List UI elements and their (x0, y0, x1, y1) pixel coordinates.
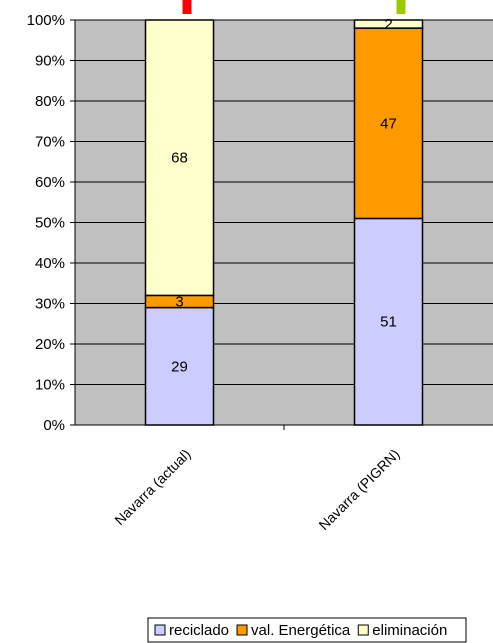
bar-segment-reciclado (144, 306, 215, 426)
legend-label: val. Energética (251, 622, 351, 639)
legend-swatch (154, 624, 166, 636)
bar-segment-eliminaci-n (144, 19, 215, 297)
y-tick-label: 10% (35, 377, 65, 394)
category-marker (182, 0, 192, 14)
legend-swatch (236, 624, 248, 636)
y-tick-label: 40% (35, 255, 65, 272)
x-category-label: Navarra (actual) (111, 446, 193, 528)
y-tick-label: 20% (35, 336, 65, 353)
x-category-label: Navarra (PIGRN) (315, 446, 402, 533)
y-tick-label: 50% (35, 215, 65, 232)
data-label: 47 (380, 115, 397, 132)
data-label: 2 (384, 16, 392, 33)
legend-box (147, 617, 467, 643)
bar-segment-val-energ-tica (353, 27, 424, 220)
legend-label: reciclado (169, 622, 229, 639)
legend-label: eliminación (372, 622, 447, 639)
top-markers (182, 0, 406, 14)
legend-swatch (357, 624, 369, 636)
category-marker (396, 0, 406, 14)
bar-segment-eliminaci-n (353, 19, 424, 29)
x-axis-categories: Navarra (actual) Navarra (PIGRN) (111, 425, 403, 533)
data-label: 29 (171, 358, 188, 375)
legend: reciclado val. Energética eliminación (147, 617, 467, 643)
y-tick-label: 60% (35, 174, 65, 191)
data-label: 51 (380, 314, 397, 331)
y-tick-label: 0% (43, 417, 65, 434)
y-tick-label: 100% (27, 12, 65, 29)
bars: 29 3 68 51 47 2 (144, 16, 424, 426)
y-tick-label: 30% (35, 296, 65, 313)
data-label: 3 (175, 293, 183, 310)
data-label: 68 (171, 150, 188, 167)
y-tick-label: 90% (35, 53, 65, 70)
bar-segment-reciclado (353, 217, 424, 426)
y-axis-ticks: 0% 10% 20% 30% 40% 50% 60% 70% 80% 90% 100% (27, 12, 75, 434)
y-tick-label: 70% (35, 134, 65, 151)
y-tick-label: 80% (35, 93, 65, 110)
gridlines (75, 19, 493, 385)
